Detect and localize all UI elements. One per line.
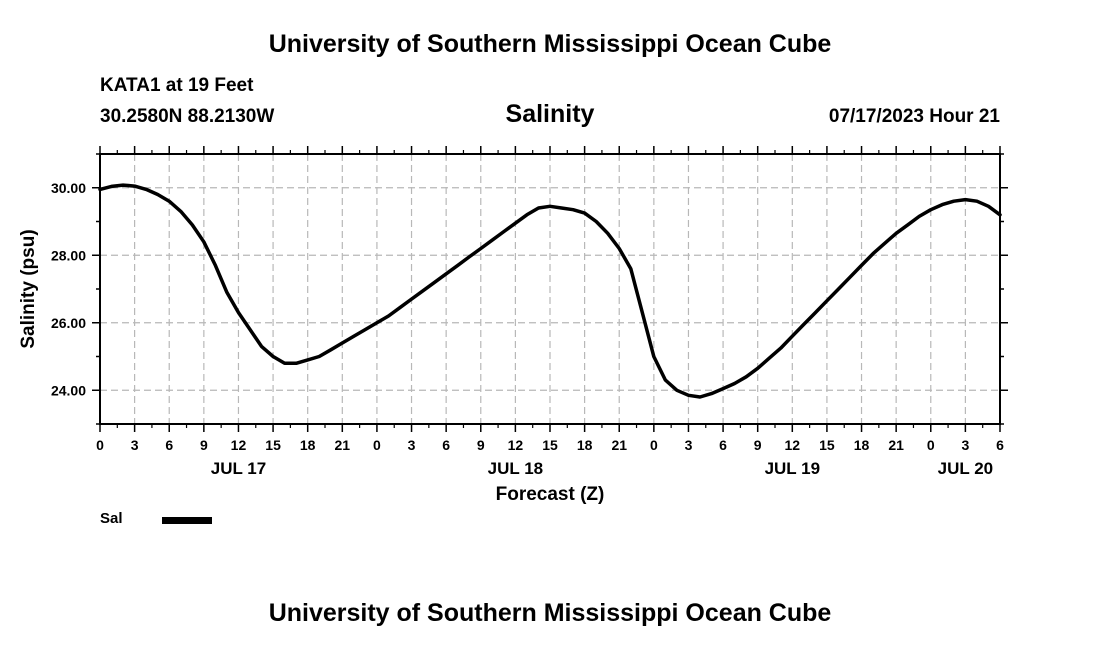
y-tick-label: 26.00 bbox=[51, 315, 86, 331]
x-tick-label: 9 bbox=[754, 437, 762, 453]
y-axis-label: Salinity (psu) bbox=[18, 229, 39, 348]
x-tick-label: 18 bbox=[577, 437, 593, 453]
x-tick-label: 6 bbox=[719, 437, 727, 453]
station-coordinates: 30.2580N 88.2130W bbox=[100, 106, 275, 127]
date-label: JUL 20 bbox=[938, 459, 993, 478]
x-tick-label: 18 bbox=[300, 437, 316, 453]
chart-title-bottom: University of Southern Mississippi Ocean… bbox=[268, 599, 832, 627]
station-label: KATA1 at 19 Feet bbox=[100, 75, 254, 96]
forecast-datetime: 07/17/2023 Hour 21 bbox=[828, 106, 1000, 127]
x-tick-label: 3 bbox=[408, 437, 416, 453]
x-tick-label: 6 bbox=[996, 437, 1004, 453]
legend-label: Sal bbox=[100, 510, 123, 527]
date-label: JUL 19 bbox=[765, 459, 820, 478]
x-axis-label: Forecast (Z) bbox=[496, 484, 605, 505]
x-tick-label: 6 bbox=[442, 437, 450, 453]
x-tick-label: 15 bbox=[542, 437, 558, 453]
x-tick-label: 9 bbox=[200, 437, 208, 453]
x-tick-label: 21 bbox=[335, 437, 351, 453]
x-tick-label: 0 bbox=[927, 437, 935, 453]
legend-line-swatch bbox=[162, 517, 212, 524]
x-tick-label: 0 bbox=[373, 437, 381, 453]
variable-title: Salinity bbox=[505, 100, 595, 128]
x-tick-label: 12 bbox=[785, 437, 801, 453]
x-tick-label: 9 bbox=[477, 437, 485, 453]
x-tick-label: 0 bbox=[650, 437, 658, 453]
x-tick-label: 3 bbox=[685, 437, 693, 453]
x-tick-label: 12 bbox=[508, 437, 524, 453]
date-label: JUL 17 bbox=[211, 459, 266, 478]
x-tick-label: 6 bbox=[165, 437, 173, 453]
y-tick-label: 24.00 bbox=[51, 382, 86, 398]
salinity-series-line bbox=[98, 183, 1002, 399]
chart-title-top: University of Southern Mississippi Ocean… bbox=[268, 30, 832, 58]
date-label: JUL 18 bbox=[488, 459, 543, 478]
x-tick-label: 3 bbox=[961, 437, 969, 453]
x-tick-label: 15 bbox=[819, 437, 835, 453]
x-tick-label: 12 bbox=[231, 437, 247, 453]
x-tick-label: 3 bbox=[131, 437, 139, 453]
y-tick-label: 28.00 bbox=[51, 247, 86, 263]
x-tick-label: 21 bbox=[888, 437, 904, 453]
y-tick-label: 30.00 bbox=[51, 180, 86, 196]
x-tick-label: 15 bbox=[265, 437, 281, 453]
x-tick-label: 21 bbox=[611, 437, 627, 453]
x-tick-label: 18 bbox=[854, 437, 870, 453]
x-tick-label: 0 bbox=[96, 437, 104, 453]
